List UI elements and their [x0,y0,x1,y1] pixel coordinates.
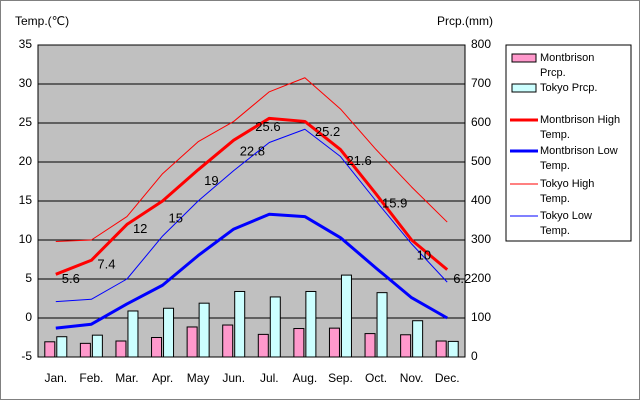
y-tick-label-temp: 5 [25,271,32,285]
prcp-bar [56,336,68,358]
legend-label: Montbrison Low [540,145,618,157]
legend-label: Temp. [540,225,570,237]
prcp-bar [412,320,424,358]
data-label: 22.8 [240,144,265,159]
prcp-bar [269,296,281,358]
data-label: 21.6 [346,153,371,168]
legend-swatch [511,53,537,63]
prcp-bar [79,342,91,358]
prcp-bar [91,334,103,358]
data-label: 19 [204,173,218,188]
temp-line [55,116,449,276]
y-tick-label-temp: 20 [19,154,33,168]
legend-label: Temp. [540,129,570,141]
prcp-bar [257,333,269,358]
x-tick-label: Feb. [79,371,103,385]
y-tick-label-prcp: 400 [471,193,491,207]
legend-label: Tokyo Low [540,210,592,222]
y-tick-label-temp: 25 [19,115,33,129]
data-label: 12 [133,221,147,236]
prcp-bar [198,302,210,358]
prcp-bar [340,274,352,358]
y-tick-label-temp: -5 [21,349,32,363]
data-label: 25.2 [315,124,340,139]
prcp-bar [435,340,447,358]
data-label: 5.6 [62,271,80,286]
x-tick-label: Jun. [222,371,245,385]
data-label: 25.6 [255,119,280,134]
y-tick-label-temp: 0 [25,310,32,324]
prcp-bar [364,333,376,358]
x-tick-label: Mar. [115,371,138,385]
prcp-bar [44,341,56,358]
y-tick-label-prcp: 500 [471,154,491,168]
prcp-bar [293,328,305,358]
y-tick-label-prcp: 600 [471,115,491,129]
legend-label: Temp. [540,193,570,205]
plot-border [37,44,466,358]
data-label: 15.9 [382,195,407,210]
prcp-bar [305,290,317,358]
y-tick-label-prcp: 100 [471,310,491,324]
x-tick-label: Jul. [260,371,279,385]
x-tick-label: May [187,371,210,385]
x-tick-label: Dec. [435,371,460,385]
legend-label: Montbrison High [540,114,620,126]
y-axis-title-prcp: Prcp.(mm) [437,14,493,28]
legend-box [505,44,632,242]
legend-label: Tokyo High [540,178,594,190]
data-label: 10 [417,247,431,262]
data-label: 15 [169,210,183,225]
x-tick-label: Nov. [400,371,424,385]
x-tick-label: Jan. [44,371,67,385]
x-tick-label: Sep. [328,371,353,385]
temp-line [55,212,448,330]
temp-line [55,77,448,243]
y-tick-label-prcp: 200 [471,271,491,285]
y-tick-label-temp: 15 [19,193,33,207]
y-tick-label-temp: 35 [19,37,33,51]
prcp-bar [400,334,412,358]
prcp-bar [115,340,127,358]
y-tick-label-prcp: 700 [471,76,491,90]
y-tick-label-temp: 10 [19,232,33,246]
x-tick-label: Apr. [152,371,173,385]
y-axis-title-temp: Temp.(℃) [15,14,69,28]
prcp-bar [234,290,246,358]
y-tick-label-prcp: 800 [471,37,491,51]
x-tick-label: Aug. [293,371,318,385]
x-tick-label: Oct. [365,371,387,385]
data-label: 6.2 [453,271,471,286]
prcp-bar [151,337,163,358]
temp-line [55,128,448,303]
y-tick-label-prcp: 0 [471,349,478,363]
legend-swatch [511,83,537,93]
prcp-bar [376,292,388,358]
prcp-bar [328,327,340,358]
legend-label: Temp. [540,160,570,172]
legend-label: Prcp. [540,67,566,79]
y-tick-label-temp: 30 [19,76,33,90]
prcp-bar [163,307,175,358]
legend-label: Tokyo Prcp. [540,82,597,94]
prcp-bar [186,326,198,358]
prcp-bar [222,324,234,358]
data-label: 7.4 [97,257,115,272]
prcp-bar [447,340,459,358]
legend-label: Montbrison [540,52,594,64]
y-tick-label-prcp: 300 [471,232,491,246]
prcp-bar [127,310,139,358]
